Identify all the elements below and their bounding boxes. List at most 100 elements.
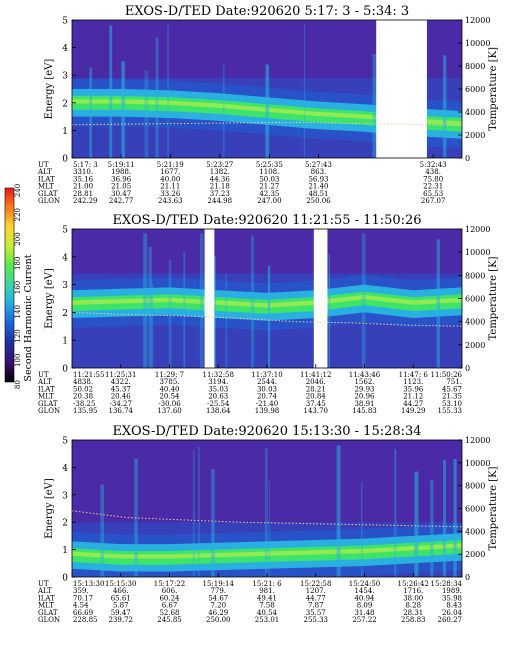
panel-title: EXOS-D/TED Date:920620 15:13:30 - 15:28:… bbox=[112, 424, 421, 439]
orbit-value: 31.48 bbox=[354, 609, 374, 617]
flux-streak bbox=[144, 70, 149, 158]
y2-tick-label: 2000 bbox=[465, 341, 485, 350]
flux-streak bbox=[328, 254, 331, 368]
orbit-value: 4838. bbox=[73, 378, 93, 386]
orbit-value: 863. bbox=[311, 168, 327, 176]
orbit-value: 65.53 bbox=[423, 190, 443, 198]
orbit-value: 247.00 bbox=[257, 197, 282, 205]
flux-streak bbox=[198, 446, 200, 577]
orbit-value: 149.29 bbox=[401, 407, 426, 415]
orbit-value: 242.29 bbox=[73, 197, 98, 205]
y-axis-label: Energy [eV] bbox=[44, 478, 55, 539]
orbit-value: 136.74 bbox=[109, 407, 134, 415]
orbit-value: 50.03 bbox=[259, 175, 279, 183]
flux-streak bbox=[155, 37, 159, 158]
orbit-value: 33.26 bbox=[160, 190, 181, 198]
orbit-value: 20.54 bbox=[159, 393, 180, 401]
orbit-value: 155.33 bbox=[438, 407, 463, 415]
y-tick-label: 1 bbox=[62, 546, 68, 556]
y-tick-label: 4 bbox=[62, 464, 68, 474]
flux-streak bbox=[251, 236, 255, 368]
orbit-value: 20.96 bbox=[354, 393, 375, 401]
flux-streak bbox=[303, 24, 305, 158]
flux-streak bbox=[436, 239, 440, 368]
y2-tick-label: 4000 bbox=[465, 108, 485, 117]
y-tick-label: 5 bbox=[62, 437, 68, 447]
orbit-value: 15:19:14 bbox=[203, 580, 235, 588]
spectrogram-area bbox=[72, 20, 462, 158]
orbit-value: 1454. bbox=[354, 587, 374, 595]
orbit-value: 49.41 bbox=[257, 594, 277, 602]
orbit-row-label: UT bbox=[38, 161, 49, 169]
orbit-value: 28.81 bbox=[73, 190, 93, 198]
orbit-value: 75.80 bbox=[423, 175, 443, 183]
orbit-value: 26.04 bbox=[442, 609, 463, 617]
panel-title: EXOS-D/TED Date:920620 11:21:55 - 11:50:… bbox=[112, 213, 421, 228]
orbit-value: 2544. bbox=[257, 378, 277, 386]
orbit-value: 38.00 bbox=[403, 594, 423, 602]
orbit-value: 20.63 bbox=[208, 393, 228, 401]
orbit-value: 28.31 bbox=[403, 609, 423, 617]
orbit-value: 7.58 bbox=[259, 602, 275, 610]
y-tick-label: 1 bbox=[62, 127, 68, 137]
orbit-value: 1989. bbox=[442, 587, 462, 595]
flux-streak bbox=[361, 481, 363, 577]
orbit-value: 21.12 bbox=[403, 393, 423, 401]
orbit-row-label: GLAT bbox=[38, 609, 58, 617]
flux-streak bbox=[225, 274, 228, 368]
colorbar-tick-label: 100 bbox=[14, 354, 22, 367]
orbit-value: 3785. bbox=[159, 378, 179, 386]
orbit-value: 15:22:58 bbox=[300, 580, 331, 588]
orbit-value: 44.36 bbox=[210, 175, 231, 183]
orbit-row-label: MLT bbox=[38, 183, 54, 191]
orbit-value: 21.11 bbox=[160, 183, 180, 191]
orbit-value: 138.64 bbox=[206, 407, 231, 415]
orbit-value: 438. bbox=[425, 168, 441, 176]
flux-streak bbox=[251, 234, 253, 368]
orbit-value: 5:23:27 bbox=[206, 161, 233, 169]
orbit-value: 3310. bbox=[73, 168, 93, 176]
flux-streak bbox=[265, 64, 270, 158]
flux-streak bbox=[336, 445, 341, 577]
orbit-value: 255.33 bbox=[304, 616, 329, 624]
y2-axis-label: Temperature [K] bbox=[488, 47, 499, 131]
colorbar-label: Second Harmonic Current bbox=[23, 254, 34, 381]
data-gap bbox=[313, 229, 328, 368]
orbit-value: 56.93 bbox=[308, 175, 328, 183]
orbit-value: 15:28:34 bbox=[431, 580, 463, 588]
orbit-value: 15:24:50 bbox=[349, 580, 380, 588]
orbit-value: 44.27 bbox=[403, 400, 423, 408]
colorbar-tick-label: 160 bbox=[14, 281, 22, 294]
orbit-value: 66.69 bbox=[73, 609, 93, 617]
orbit-value: 7.20 bbox=[210, 602, 226, 610]
y2-tick-label: 6000 bbox=[465, 505, 485, 514]
orbit-value: 8.28 bbox=[405, 602, 421, 610]
colorbar-tick-label: 240 bbox=[14, 184, 22, 197]
y-tick-label: 4 bbox=[62, 253, 68, 263]
flux-streak bbox=[192, 450, 195, 577]
orbit-value: 20.38 bbox=[73, 393, 93, 401]
flux-streak bbox=[151, 284, 154, 368]
flux-streak bbox=[264, 448, 268, 577]
flux-streak bbox=[414, 471, 419, 577]
y2-axis-label: Temperature [K] bbox=[488, 256, 499, 340]
orbit-value: 4.54 bbox=[73, 602, 89, 610]
orbit-value: 40.94 bbox=[354, 594, 375, 602]
panel-2: EXOS-D/TED Date:920620 11:21:55 - 11:50:… bbox=[37, 213, 499, 415]
orbit-value: 15:15:30 bbox=[105, 580, 136, 588]
flux-band-peak bbox=[72, 543, 462, 559]
orbit-value: 35.57 bbox=[306, 609, 326, 617]
flux-streak bbox=[199, 233, 204, 368]
orbit-value: 37.45 bbox=[306, 400, 326, 408]
orbit-value: 258.83 bbox=[401, 616, 426, 624]
orbit-row-label: GLAT bbox=[38, 190, 58, 198]
y-tick-label: 3 bbox=[62, 72, 68, 82]
orbit-value: 30.03 bbox=[257, 385, 277, 393]
flux-streak bbox=[442, 55, 447, 158]
orbit-row-label: GLAT bbox=[38, 400, 58, 408]
orbit-value: 5:19:11 bbox=[108, 161, 135, 169]
orbit-value: 44.77 bbox=[306, 594, 326, 602]
flux-streak bbox=[143, 233, 148, 368]
colorbar-tick-label: 220 bbox=[14, 208, 22, 221]
